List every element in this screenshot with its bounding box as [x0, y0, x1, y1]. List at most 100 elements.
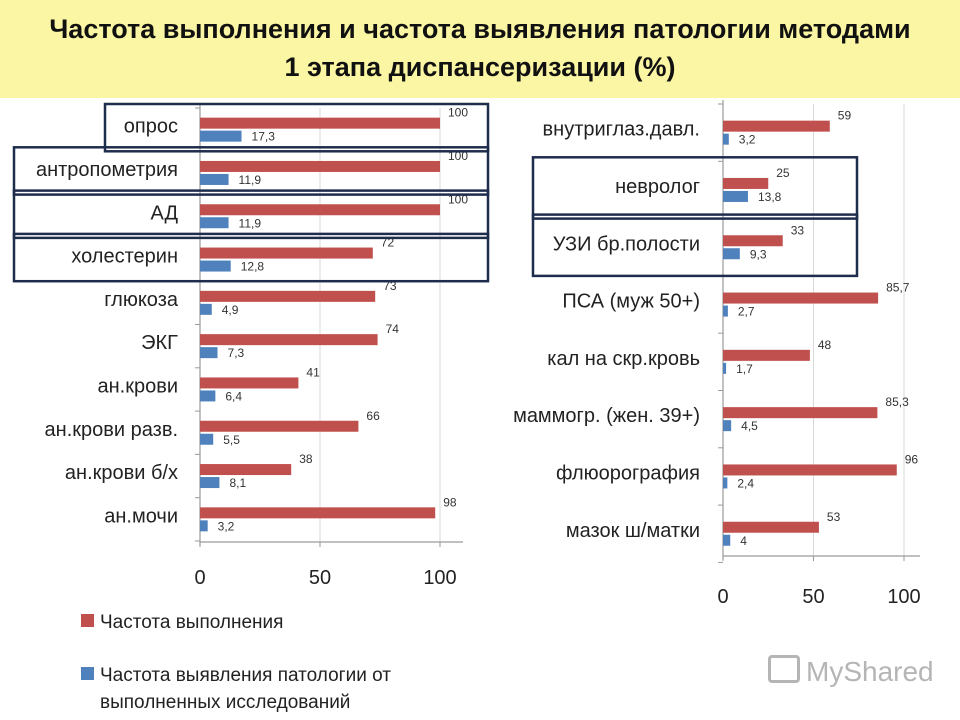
bar-series2 [200, 173, 229, 185]
bar-series1 [200, 377, 299, 389]
highlight-box [12, 189, 490, 240]
chart-2: 0 50 100 внутриглаз.давл. 59 3,2 невролог 25 13,… [513, 100, 921, 608]
bar-series2 [200, 433, 214, 445]
data-label-series1: 59 [838, 109, 852, 123]
x-tick-label: 50 [802, 586, 824, 608]
data-label-series1: 48 [818, 338, 832, 352]
category-label: антропометрия [36, 159, 178, 181]
highlight-box [12, 232, 490, 283]
data-label-series2: 2,7 [738, 305, 755, 319]
data-label-series2: 13,8 [758, 190, 782, 204]
category-label: ан.крови [97, 375, 178, 397]
data-label-series1: 41 [306, 365, 320, 379]
category-label: глюкоза [104, 289, 179, 311]
bar-series1 [200, 464, 292, 476]
bar-series1 [723, 235, 783, 247]
highlight-box [531, 213, 859, 278]
legend-label: Частота выполнения [100, 612, 283, 633]
category-label: внутриглаз.давл. [543, 119, 700, 141]
data-label-series2: 5,5 [223, 433, 240, 447]
chart-1: 0 50 100опрос10017,3антропометрия10011,9АД… [12, 102, 490, 589]
data-label-series1: 98 [443, 495, 457, 509]
bar-series1 [200, 420, 359, 432]
category-label: АД [150, 202, 178, 224]
bar-series2 [200, 477, 220, 489]
x-tick-label: 100 [423, 567, 456, 589]
bar-series2 [200, 347, 218, 359]
bar-series2 [200, 303, 212, 315]
bar-series1 [200, 247, 373, 259]
data-label-series2: 9,3 [750, 247, 767, 261]
category-label: ан.мочи [104, 505, 178, 527]
bar-series2 [723, 534, 731, 546]
x-tick-label: 50 [309, 567, 331, 589]
bar-series2 [723, 420, 732, 432]
x-tick-label: 100 [887, 586, 920, 608]
data-label-series2: 4 [740, 534, 747, 548]
legend-swatch [81, 667, 94, 680]
category-label: ан.крови б/х [65, 462, 178, 484]
x-tick-label: 0 [717, 586, 728, 608]
category-label: кал на скр.кровь [547, 348, 700, 370]
bar-series2 [200, 130, 242, 142]
category-label: маммогр. (жен. 39+) [513, 405, 700, 427]
bar-series2 [723, 362, 727, 374]
bar-series1 [200, 334, 378, 346]
category-label: ПСА (муж 50+) [562, 291, 700, 313]
watermark-icon [768, 655, 800, 683]
bar-series1 [200, 160, 440, 172]
data-label-series1: 33 [791, 223, 805, 237]
bar-series2 [200, 390, 216, 402]
bar-series2 [200, 217, 229, 229]
data-label-series2: 2,4 [737, 476, 754, 490]
bar-series1 [723, 120, 830, 132]
data-label-series1: 85,3 [885, 395, 909, 409]
data-label-series2: 11,9 [239, 216, 262, 230]
data-label-series1: 100 [448, 106, 468, 120]
category-label: мазок ш/матки [566, 520, 700, 542]
bar-series2 [200, 520, 208, 532]
data-label-series1: 38 [299, 452, 313, 466]
bar-series1 [723, 464, 897, 476]
category-label: невролог [615, 176, 700, 198]
bar-series1 [723, 349, 810, 361]
data-label-series2: 3,2 [218, 519, 235, 533]
watermark-logo: MyShared [768, 655, 934, 688]
bar-series1 [723, 521, 819, 533]
category-label: опрос [124, 116, 178, 138]
legend-label: Частота выявления патологии от [100, 665, 391, 686]
bar-series1 [200, 117, 440, 129]
data-label-series1: 74 [386, 322, 400, 336]
bar-series2 [723, 190, 748, 202]
data-label-series2: 4,9 [222, 303, 239, 317]
x-tick-label: 0 [194, 567, 205, 589]
data-label-series2: 7,3 [228, 346, 245, 360]
legend-label: выполненных исследований [100, 692, 350, 713]
data-label-series2: 12,8 [241, 260, 265, 274]
data-label-series1: 85,7 [886, 281, 910, 295]
bar-series1 [200, 204, 440, 216]
highlight-box [531, 156, 859, 220]
data-label-series2: 11,9 [239, 173, 262, 187]
category-label: ЭКГ [141, 332, 178, 354]
category-label: холестерин [71, 246, 178, 268]
data-label-series2: 3,2 [739, 133, 756, 147]
category-label: ан.крови разв. [45, 419, 178, 441]
bar-series2 [723, 248, 740, 260]
title-band: Частота выполнения и частота выявления п… [0, 0, 960, 98]
data-label-series2: 17,3 [252, 130, 276, 144]
data-label-series2: 1,7 [736, 362, 753, 376]
bar-series1 [200, 290, 376, 302]
data-label-series2: 8,1 [229, 476, 246, 490]
chart-title-line2: 1 этапа диспансеризации (%) [284, 52, 676, 82]
bar-series2 [723, 477, 728, 489]
bar-series1 [723, 292, 879, 304]
chart-title-line1: Частота выполнения и частота выявления п… [49, 14, 911, 44]
data-label-series1: 66 [366, 409, 380, 423]
data-label-series1: 53 [827, 510, 841, 524]
data-label-series1: 25 [776, 166, 790, 180]
data-label-series1: 96 [905, 452, 919, 466]
legend-swatch [81, 614, 94, 627]
category-label: УЗИ бр.полости [553, 233, 700, 255]
